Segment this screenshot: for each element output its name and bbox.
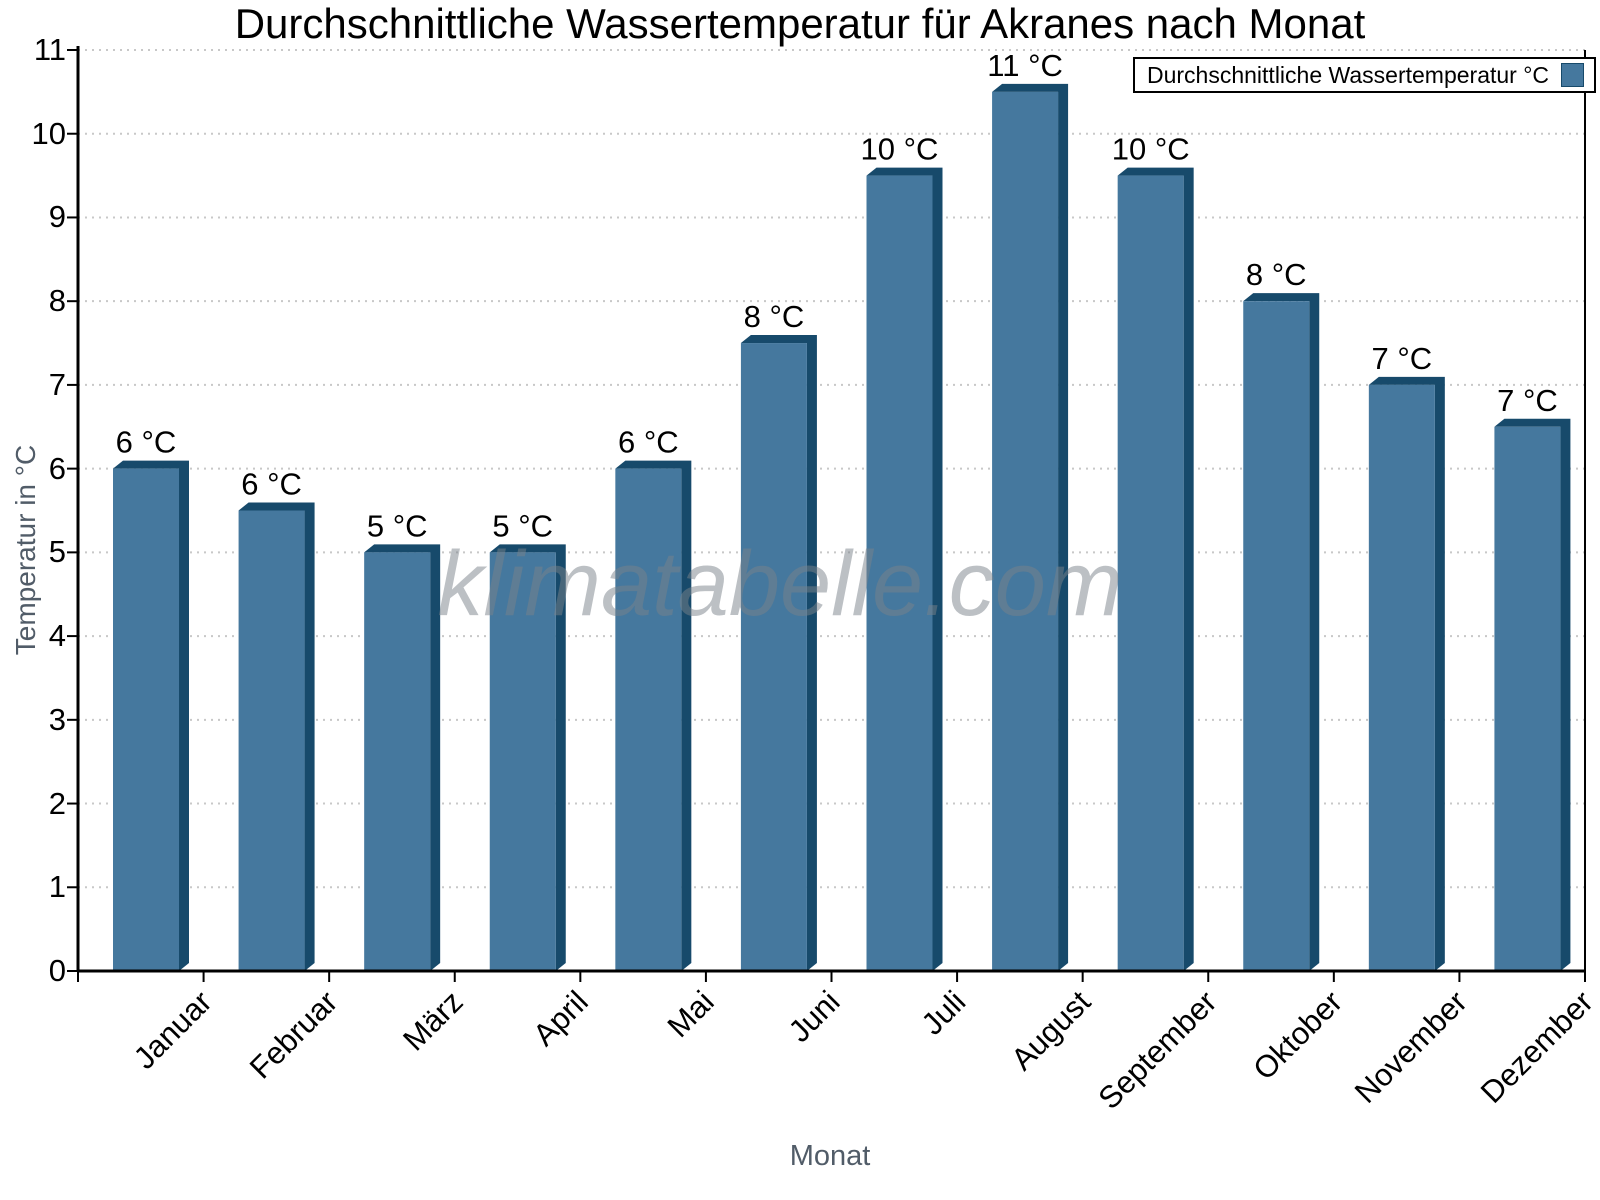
y-tick-label: 0 <box>48 953 66 988</box>
bar-depth-face <box>740 335 817 972</box>
bar-front-face <box>866 175 933 971</box>
legend-swatch-icon <box>1561 63 1585 87</box>
bar-value-label: 6 °C <box>618 425 679 460</box>
bar-november[interactable] <box>1368 376 1445 972</box>
bar-depth-face <box>1368 376 1445 972</box>
bar-depth-face <box>113 460 189 971</box>
bar-juni[interactable] <box>740 335 817 972</box>
y-tick-label: 10 <box>31 115 66 151</box>
bar-dezember[interactable] <box>1494 418 1571 972</box>
bar-value-label: 10 °C <box>861 132 939 167</box>
bar-value-label: 10 °C <box>1112 132 1190 167</box>
y-axis-title: Temperatur in °C <box>10 444 41 656</box>
bar-depth-face <box>489 544 566 971</box>
bar-front-face <box>364 552 431 971</box>
bar-front-face <box>238 510 305 971</box>
y-tick-label: 8 <box>48 283 66 319</box>
bar-oktober[interactable] <box>1243 293 1320 971</box>
bar-juli[interactable] <box>866 167 943 971</box>
bar-depth-face <box>615 460 692 971</box>
bar-depth-face <box>1243 293 1320 971</box>
y-tick-label: 11 <box>33 32 66 67</box>
y-tick-label: 2 <box>48 785 66 821</box>
bar-front-face <box>1117 175 1184 971</box>
bar-front-face <box>740 343 807 972</box>
bar-value-label: 6 °C <box>116 425 177 460</box>
bar-mai[interactable] <box>615 460 692 971</box>
bar-front-face <box>1368 384 1435 972</box>
bar-front-face <box>113 468 179 971</box>
bar-front-face <box>1494 426 1561 972</box>
legend-series-label: Durchschnittliche Wassertemperatur °C <box>1147 61 1550 88</box>
bar-value-label: 5 °C <box>492 508 553 543</box>
bar-depth-face <box>1494 418 1571 972</box>
legend[interactable]: Durchschnittliche Wassertemperatur °C <box>1133 57 1597 93</box>
bar-august[interactable] <box>992 83 1069 971</box>
bar-september[interactable] <box>1117 167 1194 971</box>
bar-depth-face <box>364 544 441 971</box>
chart-title: Durchschnittliche Wassertemperatur für A… <box>234 0 1366 47</box>
bar-front-face <box>992 91 1059 971</box>
y-tick-label: 7 <box>48 366 66 402</box>
bar-value-label: 5 °C <box>367 508 428 543</box>
bar-depth-face <box>866 167 943 971</box>
y-tick-label: 3 <box>48 701 66 737</box>
bar-front-face <box>1243 301 1310 971</box>
bar-märz[interactable] <box>364 544 441 971</box>
bar-depth-face <box>992 83 1069 971</box>
bar-value-label: 7 °C <box>1497 383 1558 418</box>
bar-value-label: 8 °C <box>1246 257 1307 292</box>
bar-februar[interactable] <box>238 502 315 972</box>
y-tick-label: 4 <box>48 618 66 654</box>
x-axis-title: Monat <box>789 1140 871 1172</box>
bar-front-face <box>615 468 682 971</box>
bar-value-label: 7 °C <box>1372 341 1433 376</box>
bar-value-label: 6 °C <box>241 467 302 502</box>
bar-depth-face <box>238 502 315 971</box>
y-tick-label: 9 <box>48 199 66 235</box>
bar-value-label: 8 °C <box>744 299 805 334</box>
y-tick-label: 5 <box>48 534 66 570</box>
bar-front-face <box>489 552 556 971</box>
y-tick-label: 6 <box>48 450 66 486</box>
y-tick-label: 1 <box>48 869 66 905</box>
bar-depth-face <box>1117 167 1194 971</box>
bar-april[interactable] <box>489 544 566 971</box>
bar-value-label: 11 °C <box>987 48 1063 83</box>
bar-januar[interactable] <box>113 460 189 971</box>
